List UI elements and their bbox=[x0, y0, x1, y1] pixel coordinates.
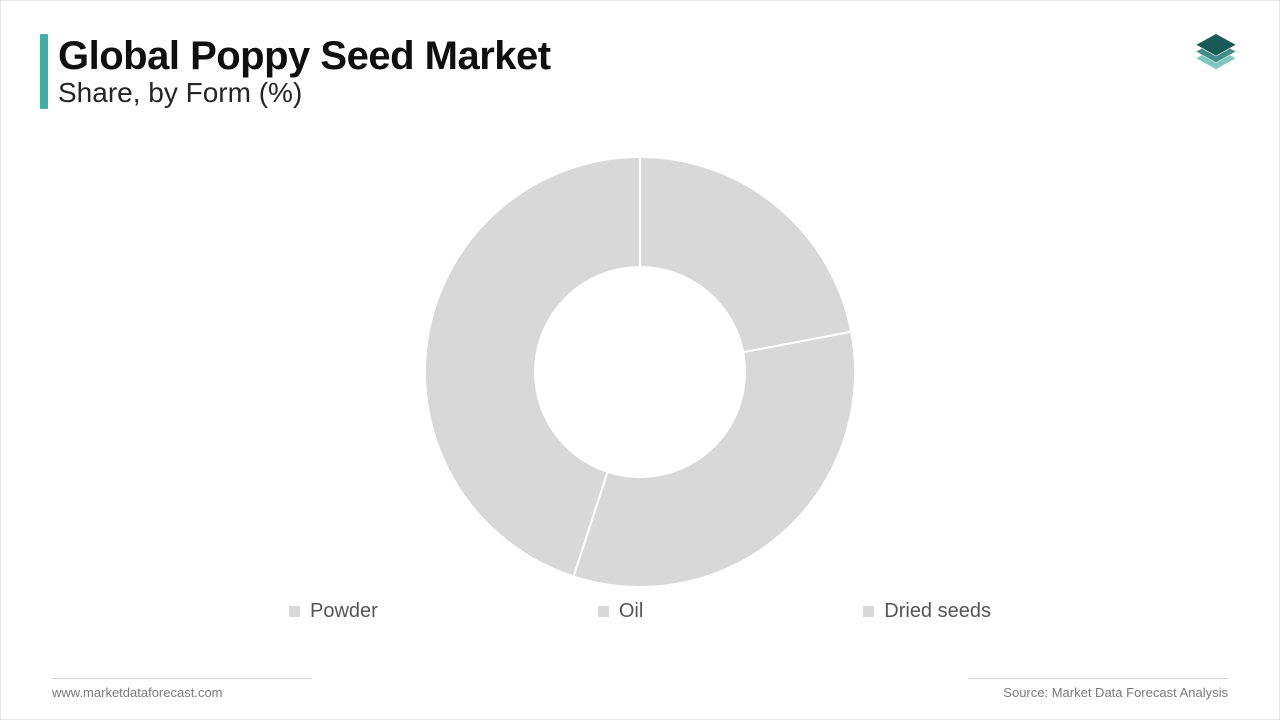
chart-area: Powder Oil Dried seeds bbox=[0, 155, 1280, 625]
brand-logo-icon bbox=[1188, 28, 1244, 89]
footer: www.marketdataforecast.com Source: Marke… bbox=[0, 678, 1280, 700]
donut-chart bbox=[423, 155, 857, 589]
footer-left: www.marketdataforecast.com bbox=[52, 678, 312, 700]
legend-label: Oil bbox=[619, 600, 643, 623]
legend: Powder Oil Dried seeds bbox=[0, 600, 1280, 623]
legend-swatch bbox=[289, 606, 300, 617]
footer-right: Source: Market Data Forecast Analysis bbox=[968, 678, 1228, 700]
legend-item: Powder bbox=[289, 600, 378, 623]
legend-label: Powder bbox=[310, 600, 378, 623]
footer-divider bbox=[968, 678, 1228, 679]
donut-slice bbox=[640, 157, 851, 352]
legend-item: Oil bbox=[598, 600, 643, 623]
footer-source: Source: Market Data Forecast Analysis bbox=[1003, 685, 1228, 700]
chart-canvas: Global Poppy Seed Market Share, by Form … bbox=[0, 0, 1280, 720]
page-title: Global Poppy Seed Market bbox=[58, 34, 551, 79]
footer-divider bbox=[52, 678, 312, 679]
legend-item: Dried seeds bbox=[863, 600, 991, 623]
page-subtitle: Share, by Form (%) bbox=[58, 77, 551, 109]
header-text: Global Poppy Seed Market Share, by Form … bbox=[58, 34, 551, 109]
header-accent-bar bbox=[40, 34, 48, 109]
legend-swatch bbox=[598, 606, 609, 617]
donut-slice bbox=[574, 332, 855, 587]
header: Global Poppy Seed Market Share, by Form … bbox=[40, 34, 551, 109]
footer-url: www.marketdataforecast.com bbox=[52, 685, 312, 700]
legend-label: Dried seeds bbox=[884, 600, 991, 623]
legend-swatch bbox=[863, 606, 874, 617]
